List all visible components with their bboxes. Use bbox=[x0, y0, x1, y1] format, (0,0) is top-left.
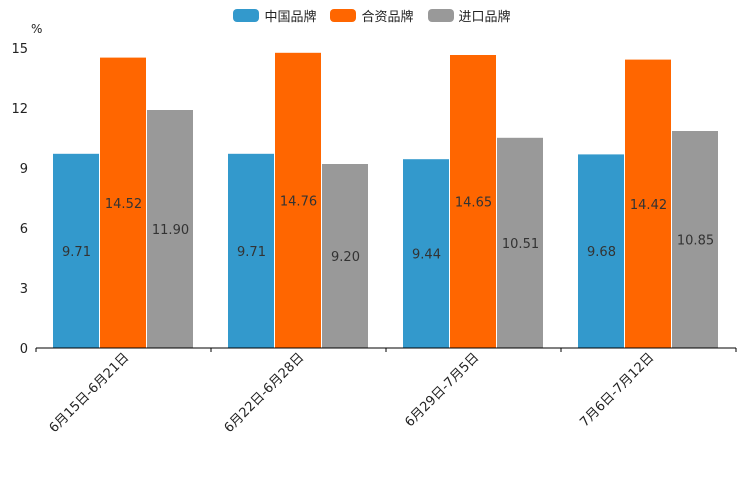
bar-1-1 bbox=[275, 52, 321, 349]
plot-area: 0 3 6 9 12 15 9.71 14.52 11.90 6月15日-6月21日 9.71 14.… bbox=[11, 42, 737, 436]
legend-label-china: 中国品牌 bbox=[264, 10, 317, 25]
bar-0-0 bbox=[53, 153, 99, 348]
bar-3-2 bbox=[672, 131, 718, 348]
x-tick-label-3: 7月6日-7月12日 bbox=[577, 350, 657, 430]
bar-1-0 bbox=[228, 153, 274, 348]
y-tick-label-5: 15 bbox=[11, 42, 28, 57]
data-label-2-1: 14.65 bbox=[455, 196, 492, 211]
data-label-1-0: 9.71 bbox=[237, 245, 266, 260]
bar-2-2 bbox=[497, 137, 543, 348]
y-tick-label-4: 12 bbox=[11, 102, 28, 117]
bar-3-1 bbox=[625, 59, 671, 348]
x-tick-label-1: 6月22日-6月28日 bbox=[222, 350, 308, 436]
legend: 中国品牌 合资品牌 进口品牌 bbox=[0, 6, 744, 25]
legend-item-import[interactable]: 进口品牌 bbox=[427, 6, 511, 25]
legend-label-import: 进口品牌 bbox=[458, 10, 511, 25]
y-tick-label-2: 6 bbox=[20, 222, 28, 237]
bar-3-0 bbox=[578, 154, 624, 348]
legend-label-jv: 合资品牌 bbox=[361, 10, 414, 25]
y-axis-unit-label: % bbox=[31, 22, 42, 36]
bar-2-1 bbox=[450, 55, 496, 348]
legend-swatch-import bbox=[427, 9, 454, 22]
bar-0-1 bbox=[100, 57, 146, 348]
y-tick-label-3: 9 bbox=[20, 162, 28, 177]
x-tick-label-2: 6月29日-7月5日 bbox=[402, 350, 482, 430]
data-label-0-0: 9.71 bbox=[62, 245, 91, 260]
bar-1-2 bbox=[322, 164, 368, 348]
data-label-2-2: 10.51 bbox=[502, 237, 539, 252]
y-tick-label-1: 3 bbox=[20, 282, 28, 297]
legend-item-china[interactable]: 中国品牌 bbox=[233, 6, 316, 25]
y-tick-label-0: 0 bbox=[20, 342, 28, 357]
data-label-1-2: 9.20 bbox=[331, 250, 360, 265]
data-label-3-2: 10.85 bbox=[677, 234, 714, 249]
legend-item-jv[interactable]: 合资品牌 bbox=[330, 6, 414, 25]
bar-0-2 bbox=[147, 110, 193, 348]
legend-swatch-jv bbox=[330, 9, 357, 22]
data-label-0-1: 14.52 bbox=[105, 197, 142, 212]
bar-2-0 bbox=[403, 159, 449, 348]
legend-swatch-china bbox=[233, 9, 260, 22]
data-label-1-1: 14.76 bbox=[280, 194, 317, 209]
data-label-2-0: 9.44 bbox=[412, 248, 441, 263]
x-tick-label-0: 6月15日-6月21日 bbox=[47, 350, 133, 436]
data-label-3-0: 9.68 bbox=[587, 245, 616, 260]
data-label-3-1: 14.42 bbox=[630, 198, 667, 213]
data-label-0-2: 11.90 bbox=[152, 223, 189, 238]
